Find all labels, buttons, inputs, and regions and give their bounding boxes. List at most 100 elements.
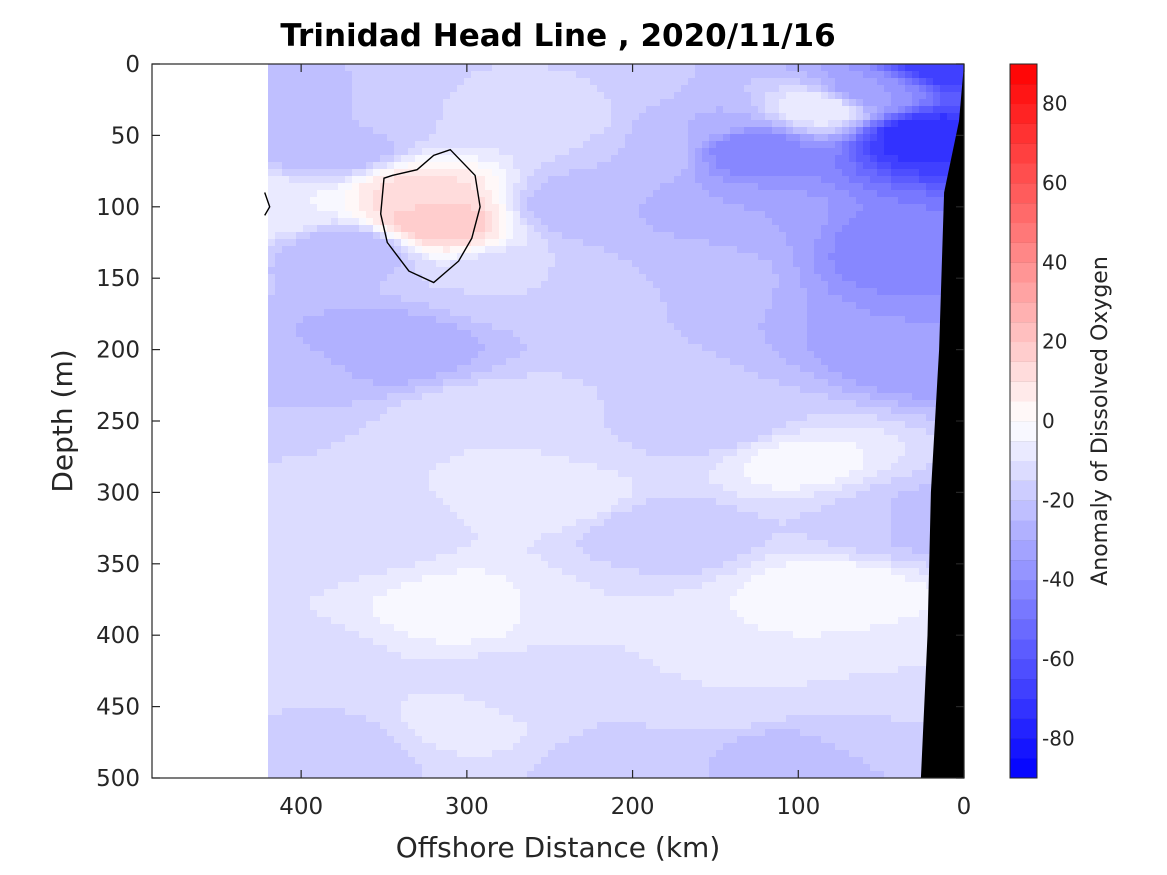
contour-cell xyxy=(688,407,696,415)
contour-cell xyxy=(555,281,563,289)
contour-cell xyxy=(513,204,521,212)
contour-cell xyxy=(443,295,451,303)
contour-cell xyxy=(618,260,626,268)
contour-cell xyxy=(562,169,570,177)
contour-cell xyxy=(534,393,542,401)
contour-cell xyxy=(674,183,682,191)
contour-cell xyxy=(338,358,346,366)
contour-cell xyxy=(429,246,437,254)
contour-cell xyxy=(905,407,913,415)
contour-cell xyxy=(436,176,444,184)
contour-cell xyxy=(653,358,661,366)
contour-cell xyxy=(716,211,724,219)
contour-cell xyxy=(345,225,353,233)
contour-cell xyxy=(793,78,801,86)
contour-cell xyxy=(464,246,472,254)
contour-cell xyxy=(632,393,640,401)
contour-cell xyxy=(359,232,367,240)
contour-cell xyxy=(674,113,682,121)
contour-cell xyxy=(695,176,703,184)
contour-cell xyxy=(765,351,773,359)
contour-cell xyxy=(499,239,507,247)
contour-cell xyxy=(898,372,906,380)
contour-cell xyxy=(681,260,689,268)
contour-cell xyxy=(884,225,892,233)
contour-cell xyxy=(296,197,304,205)
contour-cell xyxy=(674,162,682,170)
contour-cell xyxy=(268,190,276,198)
contour-cell xyxy=(415,225,423,233)
contour-cell xyxy=(779,274,787,282)
contour-cell xyxy=(268,85,276,93)
contour-cell xyxy=(317,155,325,163)
contour-cell xyxy=(877,127,885,135)
contour-cell xyxy=(653,372,661,380)
contour-cell xyxy=(296,260,304,268)
contour-cell xyxy=(513,302,521,310)
contour-cell xyxy=(849,141,857,149)
contour-cell xyxy=(807,239,815,247)
contour-cell xyxy=(618,169,626,177)
contour-cell xyxy=(681,211,689,219)
contour-cell xyxy=(499,141,507,149)
contour-cell xyxy=(366,183,374,191)
contour-cell xyxy=(352,400,360,408)
contour-cell xyxy=(688,344,696,352)
contour-cell xyxy=(758,155,766,163)
contour-cell xyxy=(905,393,913,401)
contour-cell xyxy=(268,232,276,240)
contour-cell xyxy=(674,400,682,408)
contour-cell xyxy=(793,64,801,72)
contour-cell xyxy=(702,99,710,107)
contour-cell xyxy=(933,337,941,345)
contour-cell xyxy=(681,400,689,408)
contour-cell xyxy=(674,225,682,233)
contour-cell xyxy=(926,106,934,114)
contour-cell xyxy=(835,400,843,408)
contour-cell xyxy=(275,302,283,310)
contour-cell xyxy=(268,99,276,107)
contour-cell xyxy=(387,190,395,198)
contour-cell xyxy=(520,169,528,177)
contour-cell xyxy=(548,302,556,310)
contour-cell xyxy=(828,309,836,317)
contour-cell xyxy=(912,232,920,240)
contour-cell xyxy=(422,78,430,86)
contour-cell xyxy=(667,379,675,387)
contour-cell xyxy=(499,253,507,261)
contour-cell xyxy=(366,218,374,226)
contour-cell xyxy=(457,344,465,352)
contour-cell xyxy=(408,239,416,247)
contour-cell xyxy=(653,134,661,142)
contour-cell xyxy=(772,239,780,247)
contour-cell xyxy=(282,183,290,191)
contour-cell xyxy=(373,407,381,415)
contour-cell xyxy=(576,99,584,107)
contour-cell xyxy=(765,113,773,121)
contour-cell xyxy=(478,211,486,219)
contour-cell xyxy=(401,344,409,352)
contour-cell xyxy=(590,323,598,331)
contour-cell xyxy=(499,218,507,226)
contour-cell xyxy=(807,176,815,184)
contour-cell xyxy=(821,274,829,282)
contour-cell xyxy=(933,141,941,149)
contour-cell xyxy=(737,372,745,380)
contour-cell xyxy=(429,127,437,135)
contour-cell xyxy=(625,393,633,401)
contour-cell xyxy=(331,232,339,240)
contour-cell xyxy=(401,358,409,366)
contour-cell xyxy=(611,330,619,338)
contour-cell xyxy=(352,225,360,233)
contour-cell xyxy=(296,141,304,149)
contour-cell xyxy=(751,358,759,366)
contour-cell xyxy=(415,372,423,380)
contour-cell xyxy=(667,197,675,205)
contour-cell xyxy=(709,155,717,163)
contour-cell xyxy=(555,358,563,366)
contour-cell xyxy=(436,106,444,114)
contour-cell xyxy=(737,218,745,226)
contour-cell xyxy=(835,393,843,401)
contour-cell xyxy=(317,344,325,352)
contour-cell xyxy=(415,183,423,191)
